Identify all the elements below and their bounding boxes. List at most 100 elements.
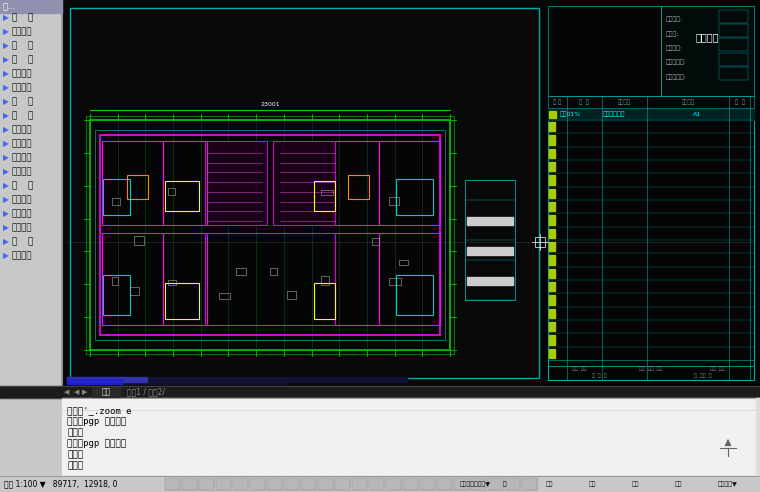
Text: 命令：pgp 参数太多: 命令：pgp 参数太多: [67, 439, 126, 448]
Bar: [62, 0, 542, 386]
Text: 设计号:: 设计号:: [665, 31, 679, 37]
Text: ▶: ▶: [3, 140, 9, 149]
Bar: [219, 293, 230, 299]
Text: ◀: ◀: [74, 389, 79, 395]
Bar: [0, 0, 62, 492]
Text: ▶: ▶: [3, 251, 9, 260]
Text: 审定  日期: 审定 日期: [572, 366, 586, 371]
Bar: [549, 229, 555, 238]
Text: 布局1 / 布局2/: 布局1 / 布局2/: [127, 388, 165, 397]
Text: 命令：: 命令：: [67, 428, 83, 437]
Bar: [92, 387, 120, 397]
Text: ▶: ▶: [3, 125, 9, 134]
Text: 命令：: 命令：: [67, 450, 83, 459]
Text: 图幅名称: 图幅名称: [682, 99, 695, 105]
Bar: [274, 141, 334, 225]
Text: 图块图案: 图块图案: [12, 210, 33, 218]
Bar: [318, 478, 333, 490]
Text: 尺寸标注: 尺寸标注: [12, 140, 33, 149]
Text: 基线: 基线: [589, 481, 597, 487]
Bar: [103, 179, 130, 215]
Bar: [334, 233, 378, 325]
Text: 23001: 23001: [260, 102, 280, 107]
Text: 模型: 模型: [101, 388, 111, 397]
Text: 图纸名称: 图纸名称: [618, 99, 631, 105]
Bar: [396, 179, 433, 215]
Text: 三维建模: 三维建模: [12, 195, 33, 205]
Text: 命令：'_.zoom e: 命令：'_.zoom e: [67, 406, 131, 415]
Bar: [549, 111, 556, 118]
Bar: [549, 255, 555, 265]
Bar: [216, 478, 231, 490]
Bar: [549, 269, 555, 278]
Text: 专业负责人:: 专业负责人:: [665, 74, 686, 80]
Bar: [549, 202, 555, 212]
Bar: [389, 278, 401, 285]
Text: 比例  页次: 比例 页次: [710, 366, 724, 371]
Bar: [467, 277, 513, 285]
Text: ▶: ▶: [3, 154, 9, 162]
Bar: [549, 349, 555, 358]
Bar: [67, 377, 407, 382]
Text: 给排水平面图: 给排水平面图: [603, 112, 625, 117]
Bar: [719, 67, 748, 80]
Bar: [471, 478, 486, 490]
Bar: [267, 478, 282, 490]
Bar: [420, 478, 435, 490]
Bar: [372, 238, 379, 245]
Bar: [182, 478, 197, 490]
Bar: [505, 478, 520, 490]
Bar: [549, 188, 555, 198]
Text: 动态标注▼: 动态标注▼: [718, 481, 738, 487]
Text: 天...: 天...: [3, 2, 16, 11]
Bar: [549, 242, 555, 251]
Bar: [454, 478, 469, 490]
Bar: [216, 478, 231, 490]
Bar: [369, 478, 384, 490]
Bar: [542, 0, 760, 386]
Bar: [67, 379, 122, 384]
Text: ▶: ▶: [3, 28, 9, 36]
Text: ▶: ▶: [3, 210, 9, 218]
Bar: [505, 478, 520, 490]
Bar: [168, 188, 176, 195]
Text: 二维草图与注释▼: 二维草图与注释▼: [460, 481, 491, 487]
Bar: [386, 478, 401, 490]
Bar: [396, 275, 433, 315]
Text: 比例 1:100 ▼   89717,  12918, 0: 比例 1:100 ▼ 89717, 12918, 0: [4, 480, 118, 489]
Text: ▶: ▶: [3, 56, 9, 64]
Bar: [321, 190, 333, 195]
Bar: [488, 478, 503, 490]
Text: ◀: ◀: [64, 389, 69, 395]
Text: 文件布图: 文件布图: [12, 223, 33, 233]
Text: 符号标注: 符号标注: [12, 154, 33, 162]
Bar: [378, 233, 440, 325]
Bar: [467, 247, 513, 255]
Text: 填充: 填充: [632, 481, 639, 487]
Bar: [205, 233, 334, 325]
Bar: [369, 478, 384, 490]
Bar: [102, 141, 163, 225]
Text: ▶: ▶: [3, 97, 9, 106]
Bar: [549, 122, 555, 131]
Bar: [454, 478, 469, 490]
Bar: [386, 478, 401, 490]
Text: ▶: ▶: [3, 13, 9, 23]
Bar: [549, 135, 555, 145]
Bar: [661, 6, 754, 96]
Bar: [549, 308, 555, 318]
Bar: [165, 283, 198, 319]
Bar: [549, 149, 555, 158]
Bar: [378, 141, 440, 225]
Text: 房间屋顶: 房间屋顶: [12, 69, 33, 79]
Bar: [0, 476, 760, 492]
Bar: [348, 175, 369, 199]
Bar: [199, 478, 214, 490]
Text: 一: 一: [503, 481, 507, 487]
Bar: [163, 141, 207, 225]
Bar: [90, 120, 450, 350]
Bar: [67, 377, 147, 382]
Bar: [62, 398, 760, 476]
Bar: [488, 478, 503, 490]
Bar: [95, 130, 445, 340]
